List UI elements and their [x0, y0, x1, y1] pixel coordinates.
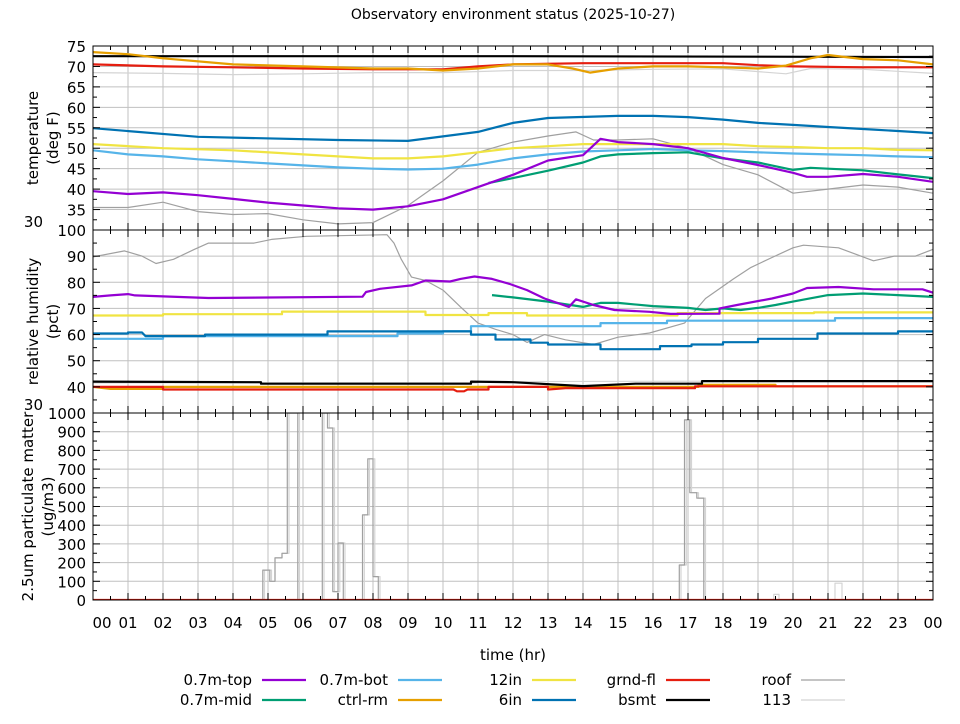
series-roof: [93, 131, 933, 225]
legend-label: 0.7m-mid: [180, 691, 252, 709]
x-tick-label: 07: [328, 614, 347, 632]
x-tick-label: 17: [678, 614, 697, 632]
y-tick-label: 70: [67, 58, 86, 76]
y-tick-label: 600: [57, 480, 86, 498]
panel-0: 30 35 40 45 50 55 60 65 70 75 temperature (deg F): [24, 38, 934, 231]
x-tick-label: 15: [608, 614, 627, 632]
y-axis-label-line: (deg F): [44, 111, 62, 164]
x-tick-label: 16: [643, 614, 662, 632]
y-tick-label: 45: [67, 161, 86, 179]
y-axis-label: relative humidity (pct): [24, 258, 62, 386]
series-113: [93, 67, 933, 76]
y-tick-label: 800: [57, 442, 86, 460]
x-tick-label: 20: [783, 614, 802, 632]
series-0.7m-top: [93, 137, 933, 211]
series-roof: [93, 234, 933, 346]
legend-label: ctrl-rm: [338, 691, 388, 709]
y-tick-label: 80: [67, 274, 86, 292]
x-tick-label: 14: [573, 614, 592, 632]
series-bsmt: [93, 55, 933, 59]
series-12in: [93, 310, 933, 317]
series-ctrl-rm: [93, 51, 933, 74]
y-tick-label: 700: [57, 461, 86, 479]
legend-label: grnd-fl: [607, 671, 656, 689]
series-0.7m-bot: [93, 317, 933, 340]
legend-label: 0.7m-bot: [320, 671, 389, 689]
y-tick-label: 100: [57, 573, 86, 591]
y-axis-label-line: (ug/m3): [39, 477, 57, 537]
y-tick-label: 30: [24, 396, 43, 414]
x-tick-label: 22: [853, 614, 872, 632]
x-tick-label: 04: [223, 614, 242, 632]
y-tick-label: 400: [57, 517, 86, 535]
legend-label: 12in: [489, 671, 522, 689]
y-tick-label: 40: [67, 181, 86, 199]
y-tick-label: 50: [67, 140, 86, 158]
y-axis-label: temperature (deg F): [24, 91, 62, 185]
x-tick-label: 18: [713, 614, 732, 632]
x-tick-label: 11: [468, 614, 487, 632]
x-tick-label: 08: [363, 614, 382, 632]
x-axis-label: time (hr): [480, 646, 546, 664]
x-tick-label: 19: [748, 614, 767, 632]
y-tick-label: 55: [67, 120, 86, 138]
legend-label: bsmt: [618, 691, 656, 709]
legend-label: roof: [762, 671, 792, 689]
y-axis-label: 2.5um particulate matter (ug/m3): [19, 411, 57, 601]
y-axis-label-line: relative humidity: [24, 258, 42, 386]
x-tick-label: 03: [188, 614, 207, 632]
y-axis-label-line: 2.5um particulate matter: [19, 411, 37, 601]
x-tick-label: 09: [398, 614, 417, 632]
series-0.7m-mid: [491, 292, 933, 312]
y-tick-label: 90: [67, 248, 86, 266]
y-tick-label: 60: [67, 99, 86, 117]
series-12in: [93, 143, 933, 160]
x-tick-label: 00: [923, 614, 942, 632]
series-bsmt: [93, 380, 933, 388]
x-tick-label: 01: [118, 614, 137, 632]
legend-label: 113: [762, 691, 791, 709]
y-tick-label: 500: [57, 499, 86, 517]
x-tick-label: 12: [503, 614, 522, 632]
legend-label: 6in: [499, 691, 522, 709]
y-tick-label: 100: [57, 222, 86, 240]
y-tick-label: 40: [67, 379, 86, 397]
legend-label: 0.7m-top: [184, 671, 252, 689]
x-tick-label: 23: [888, 614, 907, 632]
series-6in: [93, 330, 933, 351]
y-tick-label: 1000: [48, 405, 86, 423]
x-tick-label: 10: [433, 614, 452, 632]
y-tick-label: 200: [57, 555, 86, 573]
y-tick-label: 75: [67, 38, 86, 56]
y-tick-label: 60: [67, 327, 86, 345]
x-tick-label: 05: [258, 614, 277, 632]
chart-title: Observatory environment status (2025-10-…: [351, 7, 675, 23]
y-tick-label: 70: [67, 300, 86, 318]
y-axis-label-line: temperature: [24, 91, 42, 185]
series-0.7m-mid: [488, 151, 933, 185]
series-6in: [93, 114, 933, 142]
y-tick-label: 35: [67, 202, 86, 220]
series-grnd-fl: [93, 385, 933, 393]
legend: 0.7m-top 0.7m-mid 0.7m-bot ctrl-rm 12in 6in gr…: [180, 671, 845, 709]
y-axis-label-line: (pct): [44, 304, 62, 339]
series-0.7m-top: [93, 275, 933, 315]
y-tick-label: 300: [57, 536, 86, 554]
x-tick-label: 02: [153, 614, 172, 632]
y-tick-label: 50: [67, 353, 86, 371]
y-tick-label: 900: [57, 424, 86, 442]
y-tick-label: 65: [67, 79, 86, 97]
y-tick-label: 30: [24, 213, 43, 231]
y-tick-label: 0: [76, 592, 86, 610]
x-tick-label: 13: [538, 614, 557, 632]
series-0.7m-bot: [93, 147, 933, 171]
x-tick-label: 06: [293, 614, 312, 632]
x-tick-label: 00: [92, 614, 111, 632]
series-roof: [93, 413, 933, 600]
panel-1: 30 40 50 60 70 80 90 100 relative humidity (pct): [24, 222, 934, 414]
x-tick-label: 21: [818, 614, 837, 632]
